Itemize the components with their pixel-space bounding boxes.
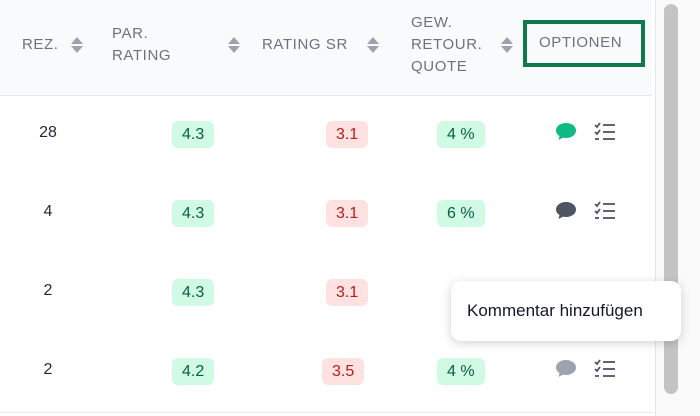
sort-icon[interactable] (227, 35, 241, 55)
comment-icon[interactable] (554, 200, 578, 222)
rez-cell: 4 (43, 203, 53, 220)
table-row: 2 4.2 3.5 4 % (0, 333, 652, 413)
header-rez[interactable]: REZ. (22, 36, 59, 53)
retour-quote-badge: 4 % (437, 121, 485, 148)
rating-sr-badge: 3.1 (326, 200, 369, 227)
comment-icon[interactable] (554, 121, 578, 143)
table-row: 4 4.3 3.1 6 % (0, 175, 652, 255)
rating-sr-badge: 3.5 (322, 358, 365, 385)
sort-icon[interactable] (366, 35, 380, 55)
table-header: REZ. PAR. RATING RATING SR GEW. RETOUR. … (0, 0, 652, 96)
header-rating-sr[interactable]: RATING SR (262, 36, 348, 53)
par-rating-badge: 4.2 (172, 358, 215, 385)
rating-sr-badge: 3.1 (326, 279, 369, 306)
header-optionen: OPTIONEN (539, 34, 623, 51)
tooltip: Kommentar hinzufügen (451, 281, 681, 341)
checklist-icon[interactable] (593, 200, 617, 222)
sort-icon[interactable] (70, 35, 84, 55)
par-rating-badge: 4.3 (172, 200, 215, 227)
data-table: REZ. PAR. RATING RATING SR GEW. RETOUR. … (0, 0, 652, 413)
par-rating-badge: 4.3 (172, 279, 215, 306)
checklist-icon[interactable] (593, 358, 617, 380)
par-rating-badge: 4.3 (172, 121, 215, 148)
rez-cell: 2 (43, 361, 53, 378)
rating-sr-badge: 3.1 (326, 121, 369, 148)
comment-icon[interactable] (554, 358, 578, 380)
header-par-rating[interactable]: PAR. RATING (112, 25, 172, 64)
tooltip-text: Kommentar hinzufügen (467, 301, 643, 320)
header-gew-retour-quote[interactable]: GEW. RETOUR. QUOTE (411, 14, 483, 75)
table-row: 28 4.3 3.1 4 % (0, 96, 652, 176)
optionen-highlight (523, 20, 645, 67)
retour-quote-badge: 6 % (437, 200, 485, 227)
checklist-icon[interactable] (593, 121, 617, 143)
retour-quote-badge: 4 % (437, 358, 485, 385)
sort-icon[interactable] (500, 35, 514, 55)
rez-cell: 2 (43, 282, 53, 299)
rez-cell: 28 (39, 124, 57, 141)
